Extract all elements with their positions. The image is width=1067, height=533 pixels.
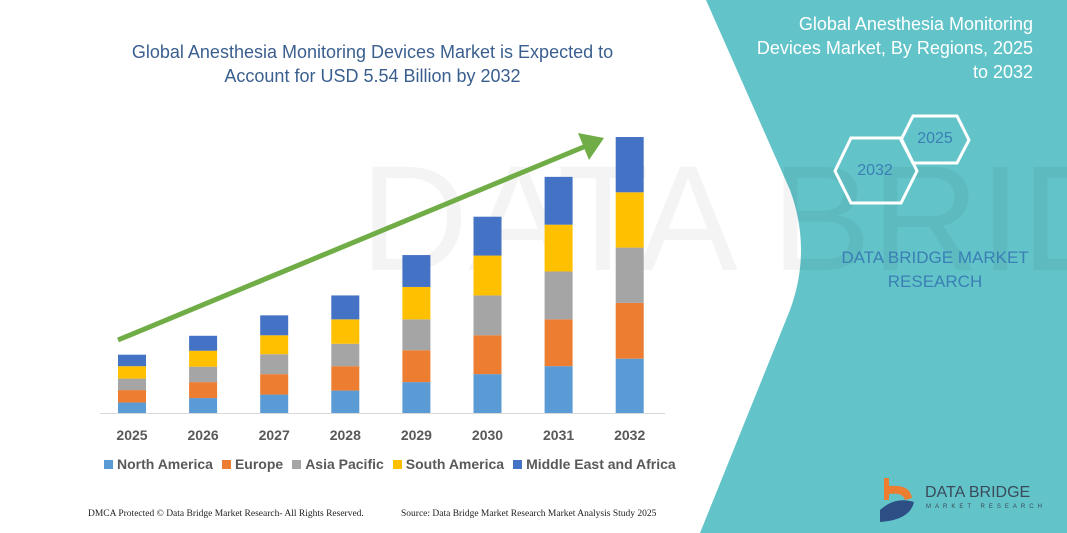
bar-segment — [118, 366, 146, 379]
x-tick-label: 2031 — [543, 427, 574, 443]
bar-segment — [473, 295, 502, 336]
x-tick-label: 2028 — [330, 427, 361, 443]
legend-label: North America — [117, 456, 213, 472]
side-panel-title: Global Anesthesia Monitoring Devices Mar… — [756, 14, 1033, 82]
bar-segment — [615, 302, 644, 359]
bar-segment — [260, 335, 289, 355]
bar-segment — [544, 224, 573, 272]
legend-label: Middle East and Africa — [526, 456, 676, 472]
bar-segment — [260, 374, 289, 395]
bar-segment — [118, 354, 146, 367]
bar-segment — [473, 374, 502, 413]
bar-segment — [615, 137, 644, 193]
legend-item: North America — [104, 456, 213, 472]
chart-legend: North America Europe Asia Pacific South … — [104, 456, 676, 472]
bar-segment — [473, 255, 502, 296]
legend-item: Europe — [221, 456, 284, 472]
bar-segment — [544, 319, 573, 367]
legend-swatch — [513, 459, 523, 469]
bar-segment — [331, 295, 360, 320]
bar-segment — [402, 319, 431, 351]
stacked-bar-chart: 2025 2026 2027 2028 2029 2030 2031 2032 — [100, 133, 665, 443]
legend-swatch — [392, 459, 402, 469]
bar-segment — [118, 378, 146, 391]
bar-segment — [189, 350, 218, 367]
bar-segment — [331, 390, 360, 413]
bar-segment — [402, 286, 431, 320]
legend-label: Europe — [234, 456, 284, 472]
logo-text: DATA BRIDGE — [925, 484, 1031, 501]
bar-segment — [189, 382, 218, 399]
logo-subtext: MARKET RESEARCH — [926, 504, 1046, 510]
x-tick-label: 2030 — [472, 427, 503, 443]
legend-swatch — [104, 459, 113, 469]
bar-segment — [615, 247, 644, 303]
bar-segment — [402, 255, 431, 287]
legend-label: Asia Pacific — [305, 456, 384, 472]
trend-arrow-line — [117, 143, 587, 343]
hexagon-2032-icon — [833, 136, 919, 205]
bar-segment — [260, 394, 289, 413]
x-tick-label: 2032 — [614, 427, 645, 443]
hex-label-end: 2032 — [857, 162, 893, 179]
bar-segment — [544, 176, 573, 225]
bar-segment — [331, 366, 360, 391]
bar-segment — [544, 271, 573, 320]
footer-source: Source: Data Bridge Market Research Mark… — [401, 509, 657, 519]
legend-item: Middle East and Africa — [513, 456, 676, 472]
bar-segment — [260, 315, 289, 336]
hex-label-start: 2025 — [917, 130, 953, 147]
chart-title: Global Anesthesia Monitoring Devices Mar… — [131, 42, 614, 86]
bar-segment — [189, 335, 218, 351]
bar-segment — [544, 366, 573, 413]
bar-segment — [189, 398, 218, 413]
bar-segment — [331, 319, 360, 344]
legend-label: South America — [405, 456, 505, 472]
bar-segment — [402, 382, 431, 413]
x-tick-label: 2027 — [259, 427, 290, 443]
bar-segment — [118, 402, 146, 413]
footer-copyright: DMCA Protected © Data Bridge Market Rese… — [88, 509, 364, 519]
x-tick-label: 2029 — [401, 427, 432, 443]
bar-segment — [473, 216, 502, 256]
legend-swatch — [292, 459, 302, 469]
bar-segment — [615, 358, 644, 413]
bar-segment — [402, 350, 431, 383]
bar-segment — [473, 335, 502, 375]
x-tick-label: 2026 — [188, 427, 219, 443]
x-tick-label: 2025 — [116, 427, 147, 443]
side-panel-background — [700, 0, 1067, 533]
bar-segment — [260, 354, 289, 375]
bar-segment — [331, 343, 360, 367]
bar-segment — [189, 366, 218, 383]
legend-item: Asia Pacific — [292, 456, 384, 472]
logo-icon — [880, 478, 914, 522]
bar-segment — [118, 390, 146, 403]
bar-segment — [615, 192, 644, 248]
brand-text: DATA BRIDGE MARKET RESEARCH — [841, 248, 1029, 291]
legend-item: South America — [392, 456, 505, 472]
trend-arrow-head-icon — [578, 133, 604, 160]
legend-swatch — [221, 459, 231, 469]
